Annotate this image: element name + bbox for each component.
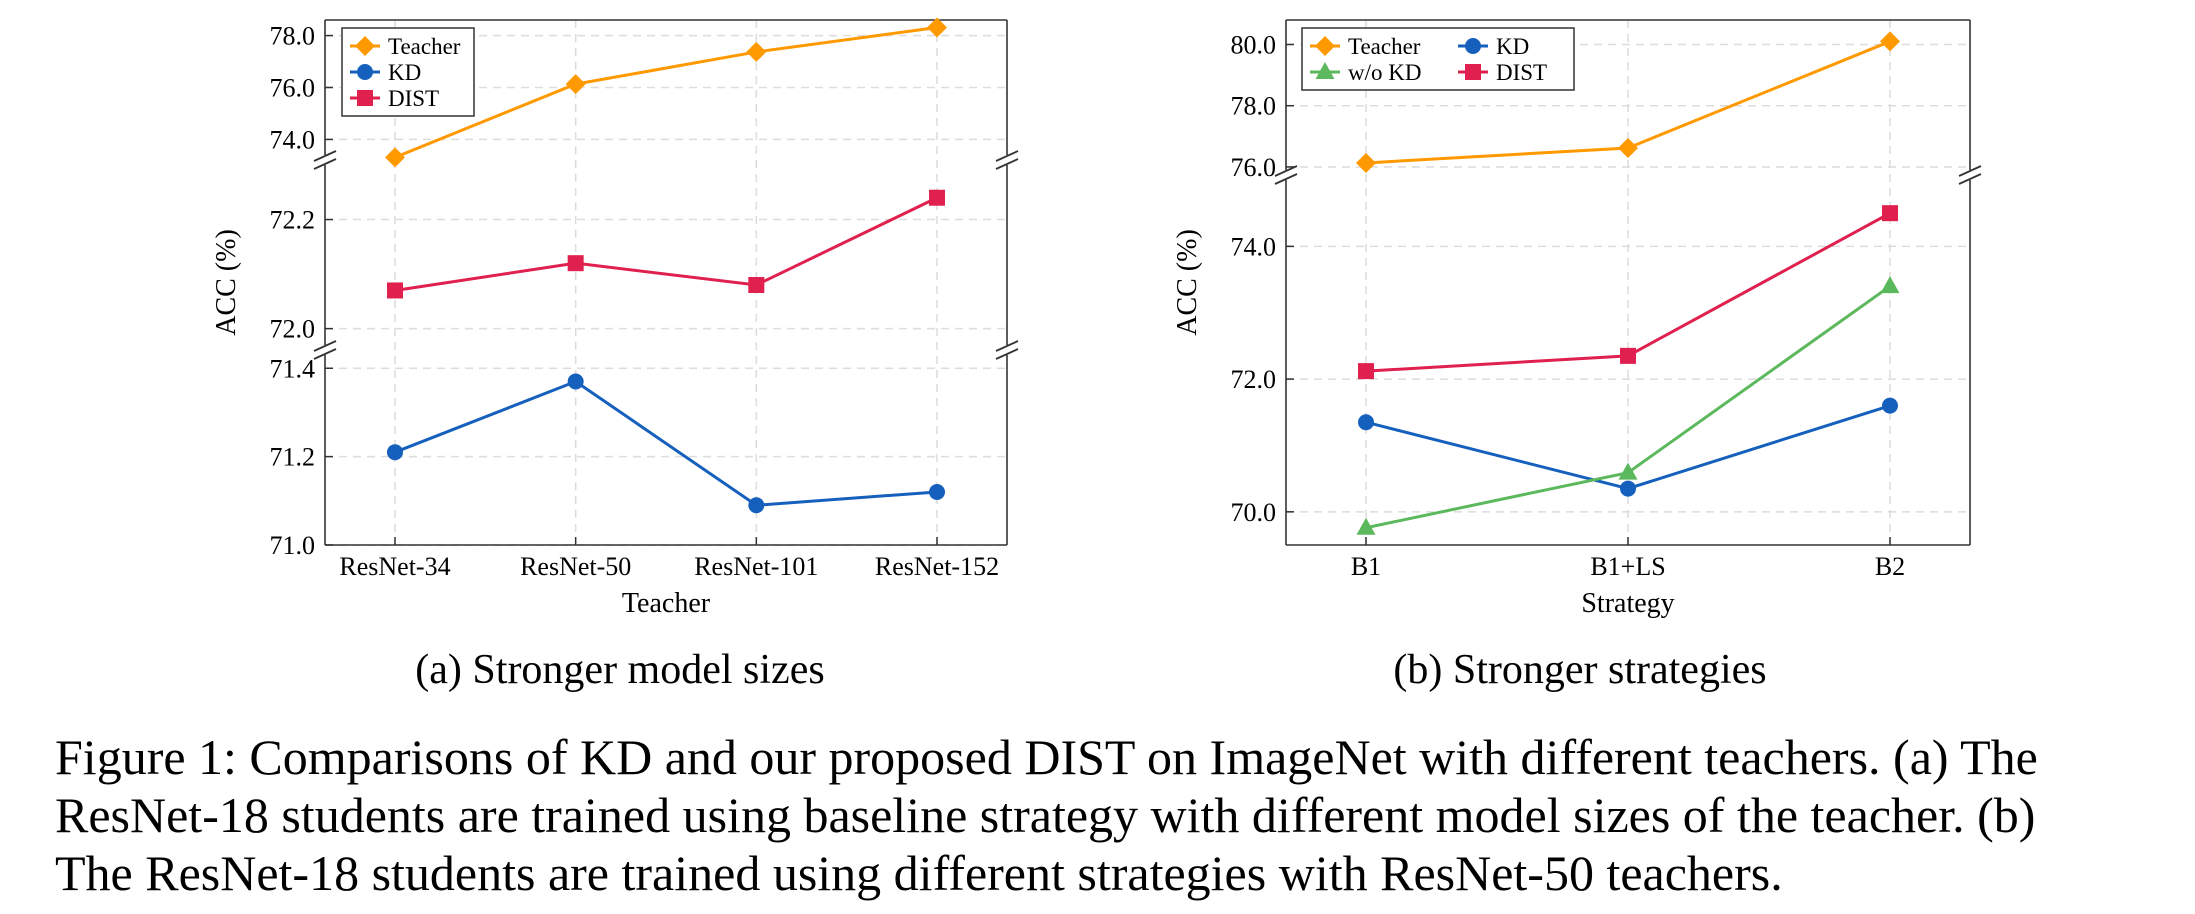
caption-line-3: The ResNet-18 students are trained using… — [55, 845, 1783, 901]
x-axis-label: Strategy — [1581, 588, 1674, 619]
data-point-teacher — [565, 74, 586, 95]
y-tick-label: 72.0 — [1231, 365, 1277, 394]
x-tick-label: B1+LS — [1590, 552, 1665, 581]
data-point-w-o-kd — [1356, 517, 1376, 535]
legend-label-teacher: Teacher — [388, 34, 461, 59]
data-point-dist — [1882, 205, 1898, 222]
y-tick-label: 72.2 — [270, 206, 316, 235]
axis-break-mark — [313, 348, 337, 360]
data-point-kd — [387, 444, 403, 461]
data-point-teacher — [927, 17, 947, 38]
axis-break-mark — [1958, 165, 1982, 177]
legend-label-dist: DIST — [388, 86, 439, 111]
axis-break-mark — [995, 158, 1019, 170]
legend-box — [1301, 27, 1575, 91]
legend-marker-w-o-kd — [1315, 62, 1335, 79]
legend-label-dist: DIST — [1496, 60, 1547, 85]
data-point-kd — [748, 497, 765, 514]
legend-marker-teacher — [1315, 36, 1335, 56]
x-tick-label: ResNet-50 — [520, 552, 631, 581]
y-tick-label: 76.0 — [270, 74, 316, 103]
y-axis-label: ACC (%) — [211, 229, 242, 336]
axis-break-mark — [995, 150, 1019, 162]
data-point-kd — [929, 483, 945, 500]
data-point-kd — [1882, 397, 1898, 414]
axis-break-mark — [1958, 173, 1982, 185]
legend-label-w-o-kd: w/o KD — [1348, 60, 1421, 85]
y-tick-label: 78.0 — [1231, 92, 1277, 121]
y-tick-label: 71.0 — [270, 531, 316, 560]
y-tick-label: 74.0 — [1231, 232, 1277, 261]
series-line-teacher — [394, 26, 938, 159]
legend-label-kd: KD — [388, 60, 421, 85]
figure-caption: Figure 1: Comparisons of KD and our prop… — [55, 728, 2175, 902]
data-point-dist — [1620, 347, 1636, 364]
x-tick-label: ResNet-152 — [875, 552, 999, 581]
series-line-kd — [394, 379, 938, 507]
series-line-dist — [394, 196, 938, 292]
data-point-teacher — [385, 147, 405, 168]
figure-plots: 74.0 76.0 78.0 72.0 72.2 71.0 71.2 71.4 ResNet-3… — [211, 17, 1982, 619]
data-point-dist — [1358, 363, 1374, 380]
data-point-kd — [1620, 480, 1636, 497]
chart-b: 76.0 78.0 80.0 70.0 72.0 74.0 B1 B1+LS B2 Strateg… — [1172, 19, 1982, 619]
data-point-dist — [387, 282, 403, 299]
subcaption-b: (b) Stronger strategies — [1393, 647, 1767, 693]
x-tick-label: ResNet-34 — [339, 552, 450, 581]
axis-break-mark — [313, 150, 337, 162]
data-point-w-o-kd — [1618, 462, 1638, 480]
y-tick-label: 76.0 — [1231, 153, 1277, 182]
data-point-kd — [567, 373, 584, 390]
x-tick-label: B1 — [1351, 552, 1381, 581]
caption-line-1: Figure 1: Comparisons of KD and our prop… — [55, 729, 2038, 785]
subcaption-a: (a) Stronger model sizes — [415, 647, 825, 693]
data-point-dist — [567, 255, 584, 272]
data-point-w-o-kd — [1880, 276, 1900, 294]
y-tick-label: 72.0 — [270, 315, 316, 344]
y-axis-label: ACC (%) — [1172, 229, 1203, 336]
data-point-teacher — [1356, 152, 1376, 173]
data-point-teacher — [1880, 31, 1900, 52]
chart-a: 74.0 76.0 78.0 72.0 72.2 71.0 71.2 71.4 ResNet-3… — [211, 17, 1019, 619]
axis-break-mark — [995, 348, 1019, 360]
legend-label-teacher: Teacher — [1348, 34, 1421, 59]
y-tick-label: 74.0 — [270, 125, 316, 154]
x-tick-label: ResNet-101 — [694, 552, 818, 581]
axis-break-mark — [313, 158, 337, 170]
legend-marker-dist — [357, 90, 373, 106]
y-tick-label: 80.0 — [1231, 30, 1277, 59]
data-point-dist — [929, 189, 945, 206]
x-tick-label: B2 — [1875, 552, 1905, 581]
y-tick-label: 71.4 — [270, 354, 316, 383]
y-tick-label: 70.0 — [1231, 498, 1277, 527]
axis-break-mark — [995, 340, 1019, 352]
legend-marker-kd — [1465, 38, 1481, 54]
data-point-teacher — [746, 41, 767, 62]
y-tick-label: 78.0 — [270, 22, 316, 51]
caption-line-2: ResNet-18 students are trained using bas… — [55, 787, 2036, 843]
x-axis-label: Teacher — [622, 588, 711, 619]
data-point-kd — [1358, 414, 1374, 431]
y-tick-label: 71.2 — [270, 443, 316, 472]
data-point-dist — [748, 277, 765, 293]
axis-break-mark — [313, 340, 337, 352]
axis-break-mark — [1274, 173, 1298, 185]
legend-marker-teacher — [355, 36, 375, 56]
legend-marker-kd — [357, 64, 373, 80]
legend-label-kd: KD — [1496, 34, 1529, 59]
data-point-teacher — [1618, 137, 1638, 158]
legend-marker-dist — [1465, 64, 1481, 80]
